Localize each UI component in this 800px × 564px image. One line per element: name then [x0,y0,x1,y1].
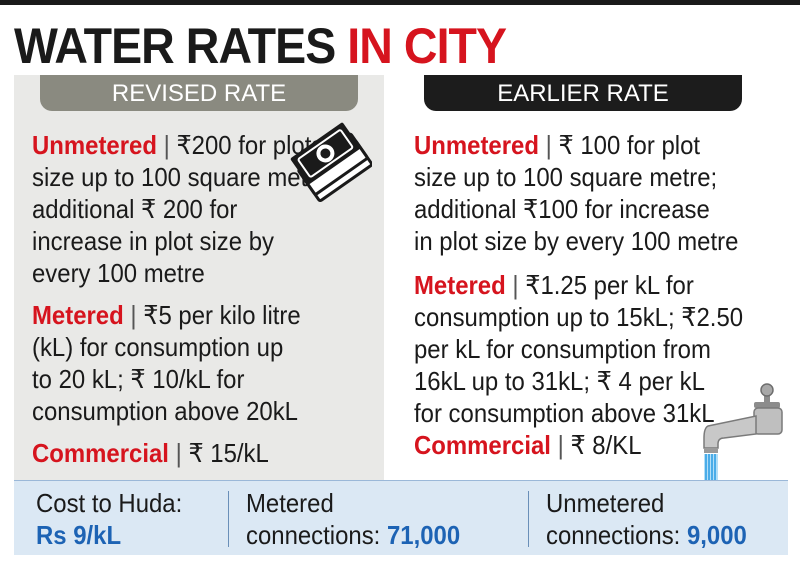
revised-metered-label: Metered [32,300,124,330]
revised-metered-block: Metered | ₹5 per kilo litre (kL) for con… [32,299,301,427]
title-accent: IN CITY [347,18,507,74]
separator: | [168,438,189,468]
summary-strip: Cost to Huda: Rs 9/kL Metered connection… [14,480,788,555]
earlier-metered-block: Metered | ₹1.25 per kL for consumption u… [414,269,743,429]
earlier-metered-line-4: 16kL up to 31kL; ₹ 4 per kL [414,366,705,396]
metered-connections-prefix: connections: [246,520,387,550]
earlier-rate-tab: EARLIER RATE [424,75,742,111]
earlier-metered-label: Metered [414,270,506,300]
revised-commercial-label: Commercial [32,438,169,468]
revised-metered-line-1: ₹5 per kilo litre [143,300,301,330]
divider [228,491,229,547]
unmetered-connections-label: Unmetered [546,488,665,518]
earlier-unmetered-label: Unmetered [414,130,539,160]
separator: | [156,130,177,160]
revised-rate-tab: REVISED RATE [40,75,358,111]
revised-metered-line-3: to 20 kL; ₹ 10/kL for [32,364,245,394]
earlier-unmetered-line-4: in plot size by every 100 metre [414,226,739,256]
cost-value: Rs 9/kL [36,520,122,550]
earlier-commercial-label: Commercial [414,430,551,460]
divider [528,491,529,547]
earlier-metered-line-1: ₹1.25 per kL for [525,270,694,300]
earlier-commercial-block: Commercial | ₹ 8/KL [414,429,642,461]
water-tap-icon [703,383,783,482]
earlier-unmetered-line-3: additional ₹100 for increase [414,194,710,224]
metered-connections-label: Metered [246,488,334,518]
revised-unmetered-line-2: size up to 100 square metre; [32,162,336,192]
revised-unmetered-line-5: every 100 metre [32,258,205,288]
earlier-unmetered-line-1: ₹ 100 for plot [558,130,701,160]
revised-metered-line-2: (kL) for consumption up [32,332,284,362]
unmetered-connections-prefix: connections: [546,520,687,550]
title-main: WATER RATES [14,18,348,74]
money-stack-icon [290,122,372,202]
cost-to-huda: Cost to Huda: Rs 9/kL [36,487,182,551]
page-title: WATER RATES IN CITY [14,18,507,74]
separator: | [505,270,526,300]
earlier-metered-line-2: consumption up to 15kL; ₹2.50 [414,302,744,332]
cost-label: Cost to Huda: [36,488,183,518]
earlier-metered-line-3: per kL for consumption from [414,334,711,364]
separator: | [538,130,559,160]
revised-commercial-block: Commercial | ₹ 15/kL [32,437,269,469]
revised-metered-line-4: consumption above 20kL [32,396,298,426]
metered-connections-value: 71,000 [386,520,461,550]
earlier-unmetered-line-2: size up to 100 square metre; [414,162,718,192]
revised-commercial-line-1: ₹ 15/kL [188,438,269,468]
unmetered-connections-value: 9,000 [686,520,747,550]
separator: | [550,430,571,460]
separator: | [123,300,144,330]
top-rule [0,0,800,5]
revised-unmetered-line-3: additional ₹ 200 for [32,194,238,224]
metered-connections: Metered connections: 71,000 [246,487,460,551]
earlier-unmetered-block: Unmetered | ₹ 100 for plot size up to 10… [414,129,738,257]
unmetered-connections: Unmetered connections: 9,000 [546,487,747,551]
revised-unmetered-block: Unmetered | ₹200 for plots size up to 10… [32,129,335,289]
earlier-rate-panel: EARLIER RATE Unmetered | ₹ 100 for plot … [400,75,788,480]
earlier-commercial-line-1: ₹ 8/KL [570,430,642,460]
earlier-metered-line-5: for consumption above 31kL [414,398,715,428]
revised-unmetered-label: Unmetered [32,130,157,160]
revised-unmetered-line-4: increase in plot size by [32,226,274,256]
